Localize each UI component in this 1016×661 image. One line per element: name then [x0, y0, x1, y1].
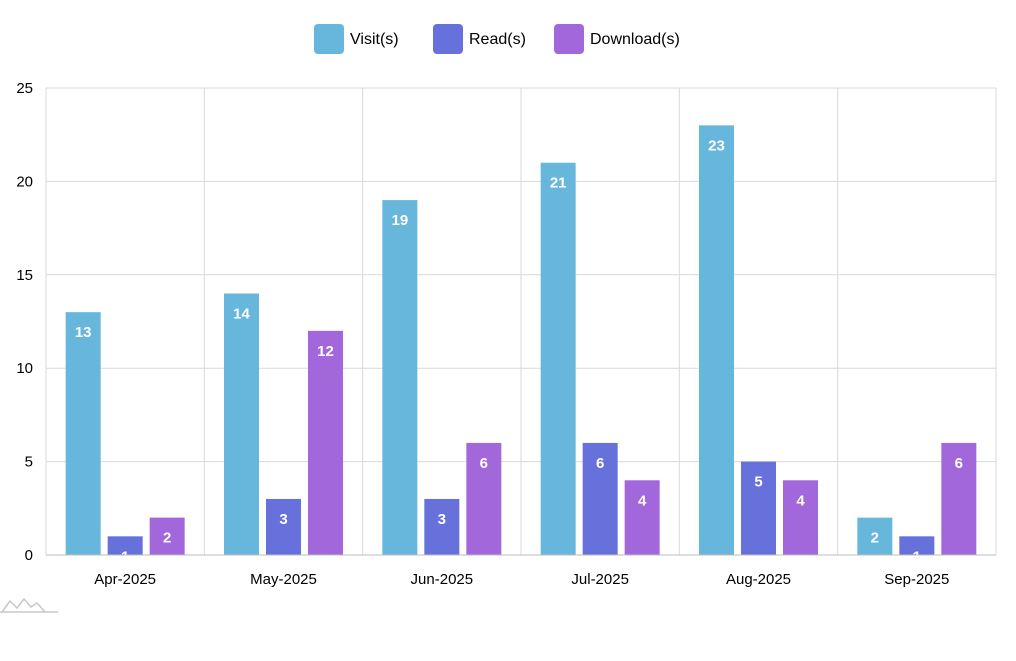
bar-downloads[interactable] — [783, 480, 818, 555]
bar-downloads[interactable] — [308, 330, 343, 555]
x-tick-label: Jul-2025 — [571, 571, 629, 588]
bars — [65, 125, 977, 556]
bar-downloads[interactable] — [941, 442, 977, 555]
bar-downloads[interactable] — [624, 480, 660, 555]
legend-swatch — [554, 24, 584, 54]
bar-value-label: 4 — [796, 492, 805, 509]
bar-value-label: 13 — [75, 324, 92, 341]
bar-value-label: 19 — [391, 212, 408, 229]
amcharts-logo-icon — [0, 597, 58, 613]
x-tick-label: Jun-2025 — [411, 571, 474, 588]
bar-visits[interactable] — [857, 517, 893, 555]
x-tick-label: Aug-2025 — [726, 571, 791, 588]
y-tick-label: 25 — [16, 80, 33, 97]
bar-downloads[interactable] — [466, 442, 502, 555]
bar-value-label: 23 — [708, 137, 725, 154]
legend-label: Read(s) — [469, 31, 526, 48]
bar-value-label: 1 — [913, 548, 921, 565]
bar-reads[interactable] — [899, 536, 935, 555]
y-tick-label: 0 — [25, 547, 33, 564]
bar-downloads[interactable] — [149, 517, 185, 555]
bar-value-label: 4 — [638, 492, 647, 509]
bar-reads[interactable] — [107, 536, 143, 555]
legend-swatch — [433, 24, 463, 54]
bar-value-label: 3 — [279, 511, 287, 528]
bar-value-label: 5 — [754, 474, 762, 491]
y-tick-label: 10 — [16, 360, 33, 377]
x-tick-label: Apr-2025 — [94, 571, 156, 588]
x-tick-label: May-2025 — [250, 571, 317, 588]
legend: Visit(s) Read(s) Download(s) — [314, 24, 680, 54]
x-tick-label: Sep-2025 — [884, 571, 949, 588]
y-tick-label: 5 — [25, 454, 33, 471]
legend-label: Download(s) — [590, 31, 680, 48]
bar-value-label: 6 — [955, 455, 963, 472]
bar-value-label: 6 — [480, 455, 488, 472]
bar-reads[interactable] — [424, 498, 460, 555]
legend-label: Visit(s) — [350, 31, 399, 48]
grid — [45, 87, 997, 556]
bar-visits[interactable] — [699, 125, 734, 556]
bar-value-label: 6 — [596, 455, 604, 472]
bar-reads[interactable] — [266, 498, 301, 555]
bar-value-label: 2 — [871, 530, 879, 547]
bar-visits[interactable] — [540, 162, 576, 555]
bar-value-label: 21 — [550, 175, 567, 192]
bar-value-label: 1 — [121, 548, 129, 565]
bar-value-label: 2 — [163, 530, 171, 547]
bar-value-label: 14 — [233, 305, 250, 322]
bar-visits[interactable] — [224, 293, 259, 555]
legend-item[interactable]: Read(s) — [433, 24, 526, 54]
bar-visits[interactable] — [382, 200, 418, 555]
bar-visits[interactable] — [65, 312, 101, 555]
legend-swatch — [314, 24, 344, 54]
bar-reads[interactable] — [741, 461, 776, 555]
bar-value-label: 3 — [438, 511, 446, 528]
y-tick-label: 15 — [16, 267, 33, 284]
legend-item[interactable]: Download(s) — [554, 24, 680, 54]
bar-value-label: 12 — [317, 343, 334, 360]
bar-reads[interactable] — [582, 442, 618, 555]
y-tick-label: 20 — [16, 173, 33, 190]
legend-item[interactable]: Visit(s) — [314, 24, 399, 54]
